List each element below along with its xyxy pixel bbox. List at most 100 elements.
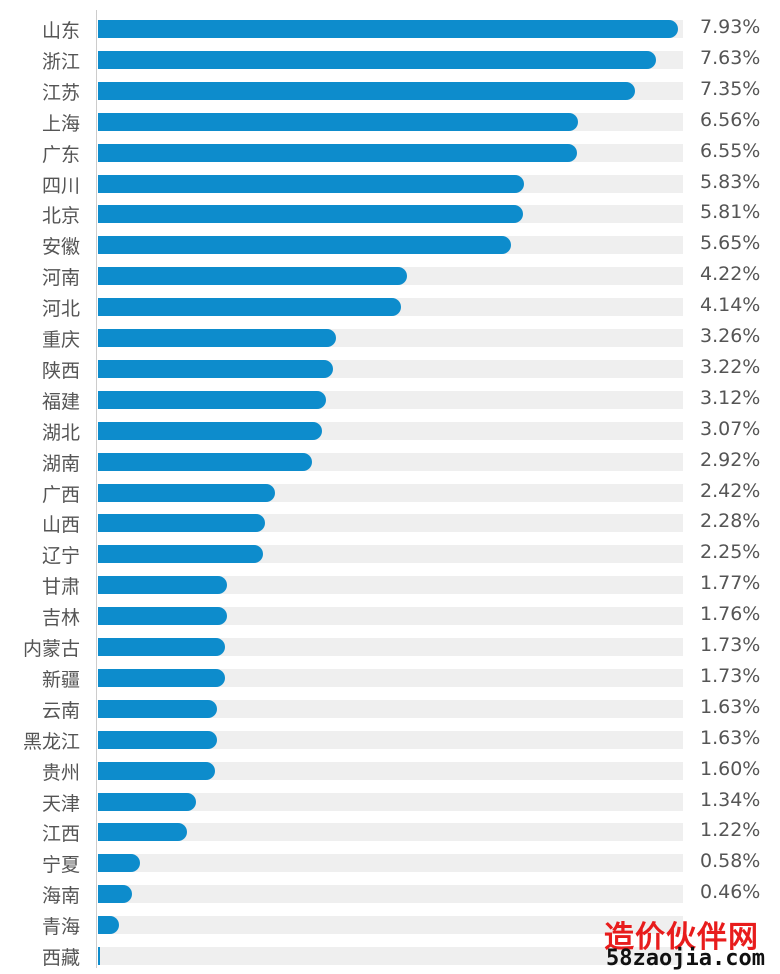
bar [98,329,337,347]
watermark-logo-text: 造价伙伴网 [604,920,759,955]
category-label: 上海 [41,112,80,135]
category-label: 广东 [41,143,80,166]
value-label: 3.22% [700,355,761,378]
watermark-url-digits: 58 [606,946,633,971]
chart-row: 浙江 7.63% [0,43,780,74]
value-label: 3.07% [700,417,761,440]
bar [98,916,120,935]
category-label: 内蒙古 [22,638,80,660]
bar-track [98,730,683,749]
bar [98,298,401,317]
chart-row: 新疆 1.73% [0,661,780,692]
chart-row: 重庆 3.26% [0,321,780,352]
chart-row: 安徽 5.65% [0,228,780,259]
bar [98,885,132,904]
value-label: 6.55% [700,139,761,162]
bar-track [98,916,683,935]
category-label: 天津 [41,792,80,815]
value-label: 3.26% [700,325,761,347]
watermark-url-domain: zaojia.com [632,946,765,971]
chart-row: 湖北 3.07% [0,414,780,445]
chart-row: 福建 3.12% [0,383,780,414]
value-label: 1.63% [700,695,761,718]
category-label: 四川 [41,174,80,197]
bar [98,761,215,780]
category-label: 甘肃 [41,576,80,599]
bar-track [98,854,683,873]
bar [98,730,218,749]
value-label: 2.42% [700,479,761,502]
bar [98,50,656,69]
chart-row: 陕西 3.22% [0,352,780,383]
bar [98,112,578,131]
value-label: 1.63% [700,726,761,749]
value-label: 0.46% [700,881,761,904]
value-label: 1.22% [700,819,761,842]
category-label: 黑龙江 [22,730,80,753]
value-label: 5.81% [700,201,761,224]
category-label: 广西 [41,483,80,506]
chart-row: 青海 [0,908,780,939]
bar-track [98,668,683,687]
value-label: 1.77% [700,572,761,595]
bar [98,668,225,687]
category-label: 浙江 [41,50,80,73]
chart-row: 北京 5.81% [0,197,780,228]
chart-row: 吉林 1.76% [0,599,780,630]
bar [98,205,523,224]
value-label: 7.93% [700,16,761,38]
value-label: 2.25% [700,541,761,564]
value-label: 5.65% [700,232,761,255]
value-label: 4.14% [700,294,761,317]
category-label: 陕西 [41,359,80,382]
bar [98,823,188,842]
category-label: 江苏 [41,81,80,104]
category-label: 西藏 [41,947,80,969]
chart-row: 甘肃 1.77% [0,568,780,599]
bar [98,20,678,38]
chart-row: 天津 1.34% [0,785,780,816]
watermark-url: 58zaojia.com [606,946,765,971]
bar [98,143,577,162]
bar-track [98,947,683,965]
chart-row: 河南 4.22% [0,259,780,290]
bar [98,452,312,471]
value-label: 6.56% [700,108,761,131]
chart-row: 上海 6.56% [0,105,780,136]
chart-row: 四川 5.83% [0,167,780,198]
value-label: 1.76% [700,603,761,626]
bar [98,638,225,656]
value-label: 3.12% [700,386,761,409]
value-label: 5.83% [700,170,761,193]
bar [98,483,275,502]
bar [98,390,327,409]
chart-row: 广西 2.42% [0,476,780,507]
category-label: 吉林 [41,607,80,630]
bar [98,174,525,193]
category-label: 山西 [41,514,80,537]
value-label: 1.73% [700,664,761,687]
chart-row: 河北 4.14% [0,290,780,321]
category-label: 宁夏 [41,854,80,877]
bar-track [98,792,683,811]
category-label: 海南 [41,885,80,908]
bar-track [98,699,683,718]
bar-track [98,607,683,626]
chart-row: 江西 1.22% [0,815,780,846]
chart-row: 江苏 7.35% [0,74,780,105]
chart-row: 西藏 [0,939,780,970]
bar [98,545,263,564]
chart-row: 黑龙江 1.63% [0,723,780,754]
chart-row: 贵州 1.60% [0,754,780,785]
chart-row: 湖南 2.92% [0,445,780,476]
chart-row: 宁夏 0.58% [0,846,780,877]
category-axis-line [96,10,97,968]
category-label: 河北 [41,298,80,321]
bar [98,81,636,100]
category-label: 云南 [41,699,80,722]
bar-track [98,761,683,780]
category-label: 福建 [41,390,80,413]
bar [98,576,228,595]
category-label: 辽宁 [41,545,80,568]
